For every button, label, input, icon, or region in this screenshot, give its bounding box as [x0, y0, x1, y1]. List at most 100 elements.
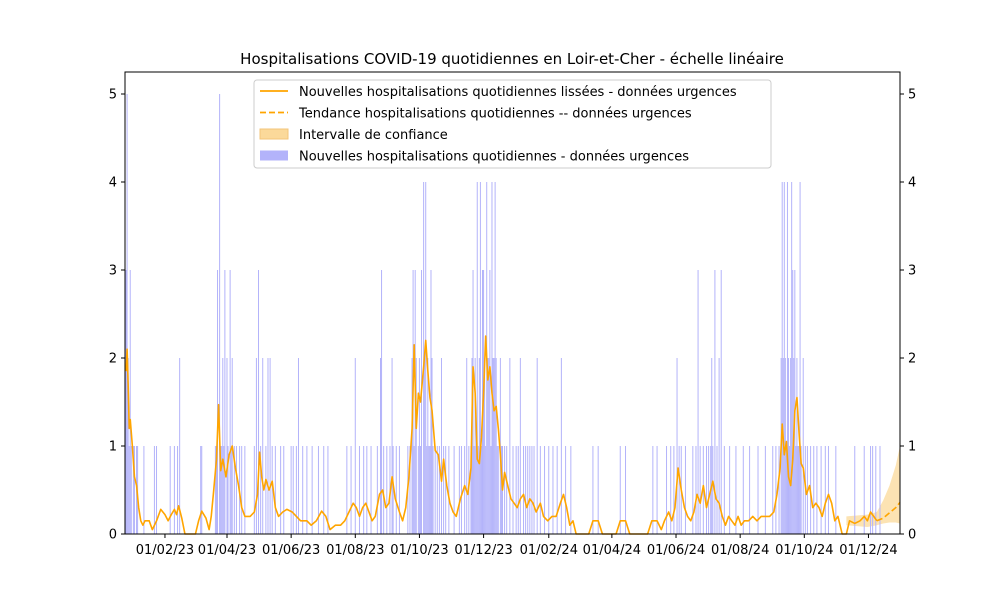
- daily-bar: [128, 446, 130, 534]
- daily-bar: [496, 446, 498, 534]
- daily-bar: [419, 446, 421, 534]
- y-tick-label-right: 0: [908, 528, 916, 543]
- y-tick-label-left: 1: [109, 440, 117, 455]
- daily-bar: [517, 446, 519, 534]
- daily-bar: [130, 446, 132, 534]
- daily-bar: [788, 358, 790, 534]
- x-tick-label: 01/04/23: [198, 543, 256, 558]
- daily-bar: [556, 446, 558, 534]
- daily-bar: [295, 446, 297, 534]
- smoothed-line: [125, 335, 878, 535]
- daily-bar: [494, 182, 496, 534]
- daily-bar: [491, 182, 493, 534]
- daily-bar: [509, 358, 511, 534]
- daily-bar: [327, 446, 329, 534]
- x-tick-label: 01/06/23: [262, 543, 320, 558]
- daily-bar: [381, 270, 383, 534]
- x-tick-label: 01/02/24: [520, 543, 578, 558]
- legend-label: Nouvelles hospitalisations quotidiennes …: [299, 85, 737, 100]
- daily-bar: [820, 446, 822, 534]
- daily-bar: [729, 446, 731, 534]
- daily-bar: [255, 358, 257, 534]
- daily-bar: [708, 446, 710, 534]
- daily-bar: [464, 446, 466, 534]
- daily-bar: [497, 446, 499, 534]
- daily-bar: [269, 358, 271, 534]
- daily-bar: [200, 446, 202, 534]
- y-tick-label-left: 2: [109, 352, 117, 367]
- daily-bar: [548, 446, 550, 534]
- legend-bar-symbol: [260, 150, 288, 161]
- daily-bar: [409, 446, 411, 534]
- daily-bar: [179, 358, 181, 534]
- daily-bar: [466, 358, 468, 534]
- daily-bar: [495, 358, 497, 534]
- daily-bar: [749, 446, 751, 534]
- legend-label: Intervalle de confiance: [299, 128, 448, 143]
- daily-bar: [280, 446, 282, 534]
- daily-bar: [533, 446, 535, 534]
- daily-bar: [224, 270, 226, 534]
- confidence-band-layer: [846, 446, 900, 527]
- daily-bar: [673, 446, 675, 534]
- daily-bar: [854, 446, 856, 534]
- daily-bar: [718, 358, 720, 534]
- daily-bar: [798, 446, 800, 534]
- daily-bar: [716, 446, 718, 534]
- daily-bar: [475, 446, 477, 534]
- daily-bar: [297, 358, 299, 534]
- daily-bar: [274, 446, 276, 534]
- daily-bar: [370, 446, 372, 534]
- daily-bar: [742, 446, 744, 534]
- daily-bar: [525, 446, 527, 534]
- daily-bar: [262, 358, 264, 534]
- daily-bar: [398, 446, 400, 534]
- daily-bar: [565, 446, 567, 534]
- daily-bar: [253, 446, 255, 534]
- daily-bar: [656, 446, 658, 534]
- daily-bar: [292, 446, 294, 534]
- daily-bar: [129, 270, 131, 534]
- x-tick-label: 01/04/24: [583, 543, 641, 558]
- daily-bar: [132, 446, 134, 534]
- y-tick-label-left: 0: [109, 528, 117, 543]
- daily-bar: [445, 446, 447, 534]
- daily-bar: [302, 446, 304, 534]
- daily-bar: [470, 446, 472, 534]
- daily-bar: [799, 182, 801, 534]
- daily-bar: [317, 446, 319, 534]
- daily-bar: [570, 446, 572, 534]
- daily-bar: [778, 446, 780, 534]
- daily-bar: [354, 358, 356, 534]
- daily-bar: [531, 446, 533, 534]
- daily-bar: [220, 446, 222, 534]
- x-tick-label: 01/10/23: [390, 543, 448, 558]
- daily-bar: [512, 446, 514, 534]
- y-tick-label-right: 3: [908, 264, 916, 279]
- daily-bar: [244, 446, 246, 534]
- daily-bar: [428, 446, 430, 534]
- lines-layer: [125, 335, 901, 535]
- daily-bar: [560, 358, 562, 534]
- daily-bar: [346, 446, 348, 534]
- daily-bar: [796, 358, 798, 534]
- axes-layer: 0 0 1 1 2 2 3 3 4 4 5 5 01/02/23 01/04/23 01/06/23 01/0…: [109, 71, 916, 558]
- daily-bar: [125, 270, 127, 534]
- daily-bar: [723, 446, 725, 534]
- daily-bar: [527, 446, 529, 534]
- daily-bar: [676, 358, 678, 534]
- daily-bar: [835, 446, 837, 534]
- daily-bar: [695, 446, 697, 534]
- daily-bar: [222, 358, 224, 534]
- daily-bar: [392, 446, 394, 534]
- daily-bar: [790, 358, 792, 534]
- daily-bar: [783, 182, 785, 534]
- daily-bar: [824, 446, 826, 534]
- daily-bar: [552, 446, 554, 534]
- daily-bar: [592, 446, 594, 534]
- y-tick-label-right: 4: [908, 176, 916, 191]
- daily-bar: [283, 446, 285, 534]
- daily-bar: [221, 446, 223, 534]
- daily-bar: [619, 446, 621, 534]
